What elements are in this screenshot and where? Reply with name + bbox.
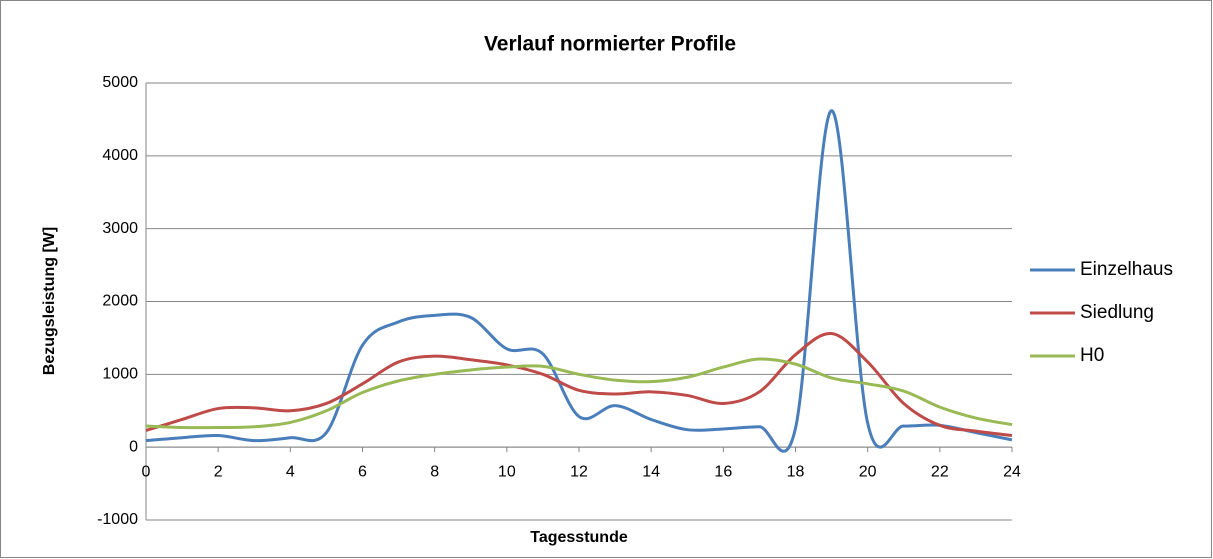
series-line	[145, 332, 1013, 438]
x-tick-label: 12	[570, 463, 588, 480]
x-tick-label: 14	[642, 463, 660, 480]
legend-label: Siedlung	[1080, 302, 1154, 323]
x-tick-label: 8	[430, 463, 439, 480]
y-tick-label: 3000	[102, 220, 138, 237]
y-tick-label: 5000	[102, 74, 138, 91]
series-line	[145, 109, 1013, 453]
series-line	[145, 357, 1013, 430]
x-tick-label: 16	[714, 463, 732, 480]
x-tick-label: 4	[286, 463, 295, 480]
y-tick-label: 1000	[102, 366, 138, 383]
x-tick-label: 20	[859, 463, 877, 480]
y-tick-label: 4000	[102, 147, 138, 164]
x-tick-label: 6	[358, 463, 367, 480]
legend-label: Einzelhaus	[1080, 259, 1173, 280]
x-axis-label: Tagesstunde	[530, 529, 628, 546]
x-tick-label: 22	[931, 463, 949, 480]
y-tick-label: 2000	[102, 293, 138, 310]
x-tick-label: 2	[214, 463, 223, 480]
x-tick-label: 18	[787, 463, 805, 480]
x-tick-label: 10	[498, 463, 516, 480]
chart-title: Verlauf normierter Profile	[484, 33, 736, 56]
y-tick-label: -1000	[97, 511, 138, 528]
x-tick-label: 24	[1003, 463, 1021, 480]
legend-label: H0	[1080, 345, 1104, 366]
x-tick-label: 0	[142, 463, 151, 480]
y-axis-label: Bezugsleistung [W]	[41, 227, 58, 375]
y-tick-label: 0	[129, 438, 138, 455]
